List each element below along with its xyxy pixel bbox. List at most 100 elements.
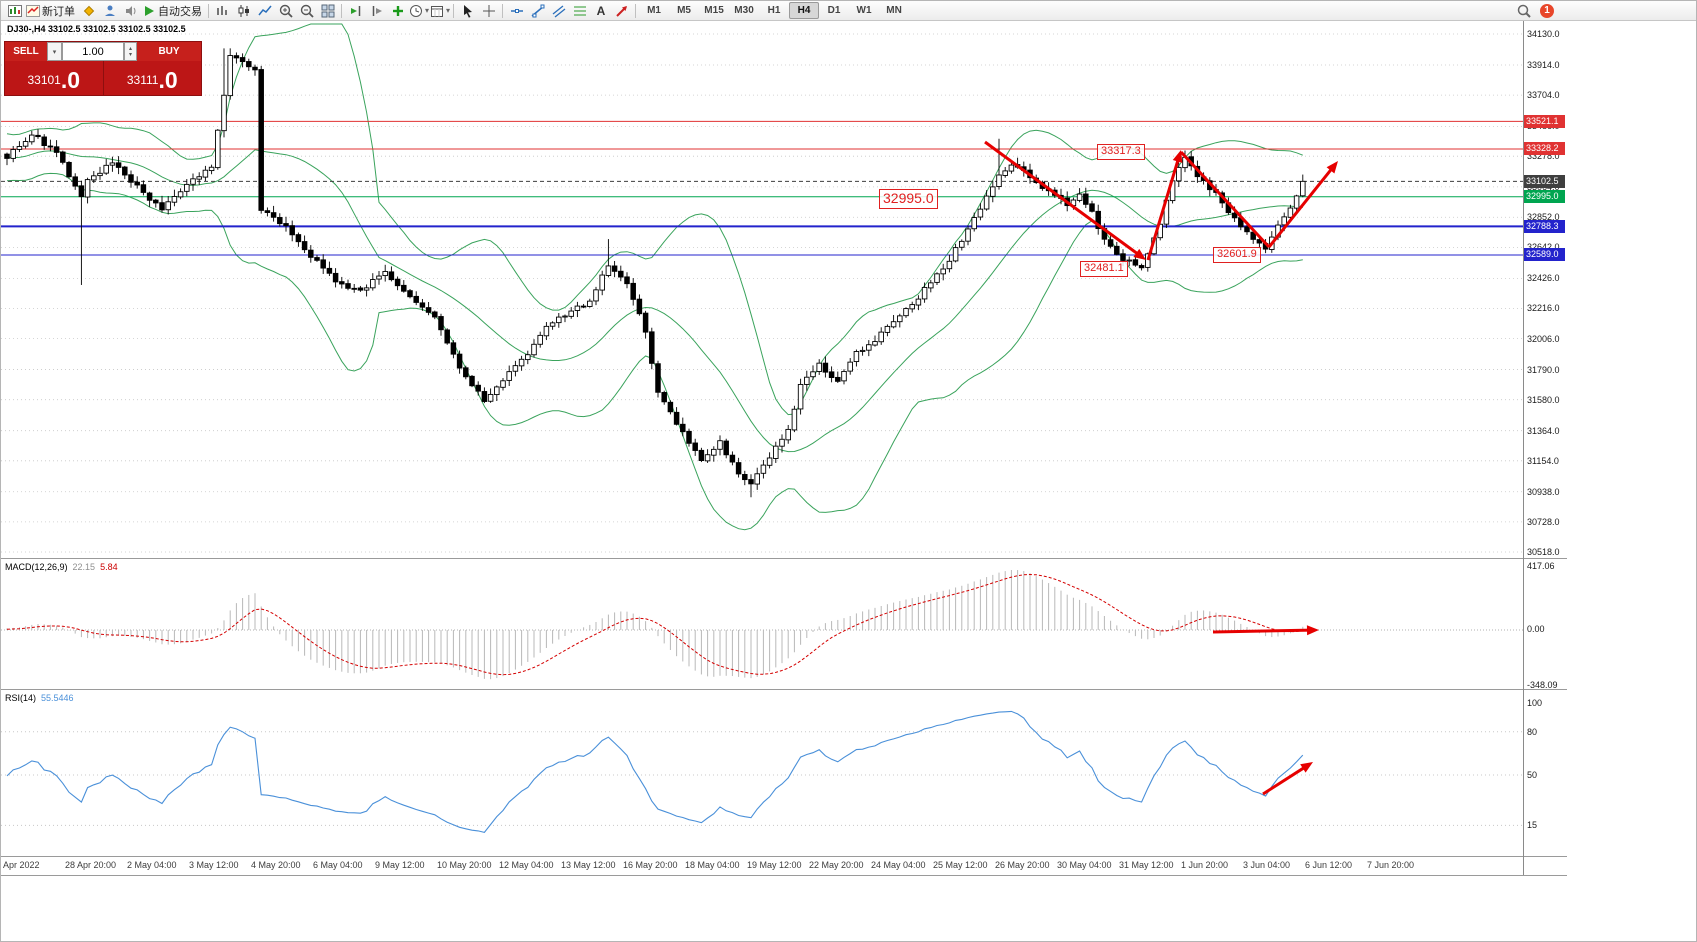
arrows-tool[interactable]: [611, 2, 632, 20]
timeframe-D1[interactable]: D1: [827, 5, 841, 16]
time-axis-label: 3 May 12:00: [189, 860, 239, 870]
sound-glyph: [125, 5, 135, 16]
timeframe-M1[interactable]: M1: [647, 5, 661, 16]
volume-dropdown-icon[interactable]: ▾: [47, 42, 62, 61]
time-axis-label: 25 May 12:00: [933, 860, 988, 870]
time-axis-label: 10 May 20:00: [437, 860, 492, 870]
rsi-axis-label: 100: [1527, 698, 1543, 708]
crosshair-tool-button[interactable]: [478, 2, 499, 20]
hline-glyph: [510, 8, 523, 13]
alerts-icon[interactable]: [120, 2, 141, 20]
channel-glyph: [552, 4, 565, 18]
autotrading-button-label: 自动交易: [158, 5, 202, 18]
timeframe-M30[interactable]: M30: [734, 5, 754, 16]
bb-lower-band: [6, 172, 1303, 531]
time-axis-label: 31 May 12:00: [1119, 860, 1174, 870]
cursor-tool-button[interactable]: [457, 2, 478, 20]
templates-button-caret: ▾: [446, 6, 451, 15]
auto-scroll-glyph: [350, 5, 360, 16]
new-order-button[interactable]: 新订单: [25, 2, 78, 20]
sell-price-main: 33101: [27, 73, 61, 87]
panel-separators: [1, 21, 1567, 876]
person-glyph: [104, 5, 115, 16]
fibonacci-tool[interactable]: [569, 2, 590, 20]
crosshair-glyph: [482, 4, 495, 17]
buy-button[interactable]: BUY: [137, 42, 201, 61]
timeframe-MN[interactable]: MN: [886, 5, 902, 16]
timeframe-M15[interactable]: M15: [704, 5, 724, 16]
clock-glyph: [410, 4, 422, 17]
zoom-out-button[interactable]: [296, 2, 317, 20]
chart-shift-button[interactable]: [366, 2, 387, 20]
rsi-name: RSI(14): [5, 693, 37, 703]
rsi-panel: [1, 710, 1523, 834]
add-indicator-button[interactable]: [387, 2, 408, 20]
bar-chart-button[interactable]: [212, 2, 233, 20]
price-grid: [1, 33, 1523, 553]
buy-price[interactable]: 33111.0: [103, 61, 201, 95]
horizontal-line-tool[interactable]: [506, 2, 527, 20]
tile-windows-button[interactable]: [317, 2, 338, 20]
diamond-glyph: [83, 5, 94, 16]
macd-value: 22.15: [72, 562, 96, 572]
price-axis-label: 32426.0: [1527, 273, 1560, 283]
price-axis-label: 33914.0: [1527, 60, 1560, 70]
account-icon[interactable]: [99, 2, 120, 20]
zoom-in-button[interactable]: [275, 2, 296, 20]
search-icon[interactable]: [1513, 2, 1534, 20]
line-chart-button[interactable]: [254, 2, 275, 20]
toolbar-left-group: 新订单 自动交易 ▾ ▾ A M1 M5 M15 M30 H1 H4 D1 W1 MN: [4, 2, 909, 20]
trendline-tool[interactable]: [527, 2, 548, 20]
horizontal-price-lines[interactable]: [1, 120, 1523, 256]
timeframe-H1[interactable]: H1: [767, 5, 781, 16]
macd-name: MACD(12,26,9): [5, 562, 68, 572]
new-order-button-label: 新订单: [42, 5, 75, 18]
price-marker-33102.5: 33102.5: [1524, 175, 1565, 188]
buy-price-pips: .0: [158, 67, 178, 93]
price-axis-label: 30518.0: [1527, 547, 1560, 557]
toolbar-separator: [502, 3, 504, 18]
periods-button[interactable]: ▾: [408, 2, 429, 20]
price-axis-label: 30728.0: [1527, 517, 1560, 527]
macd-axis-label: 0.00: [1527, 624, 1545, 634]
fibo-glyph: [573, 6, 586, 15]
price-axis-label: 33064.0: [1527, 182, 1560, 192]
timeframe-H4[interactable]: H4: [789, 2, 820, 19]
channel-tool[interactable]: [548, 2, 569, 20]
cursor-glyph: [463, 4, 472, 18]
auto-scroll-button[interactable]: [345, 2, 366, 20]
time-axis-label: 16 May 20:00: [623, 860, 678, 870]
autotrading-button[interactable]: 自动交易: [141, 2, 205, 20]
text-tool[interactable]: A: [590, 2, 611, 20]
time-axis-label: 24 May 04:00: [871, 860, 926, 870]
time-axis-label: 19 May 12:00: [747, 860, 802, 870]
tile-glyph: [321, 4, 334, 17]
spin-down-icon[interactable]: ▾: [128, 51, 132, 58]
price-marker-33328.2: 33328.2: [1524, 142, 1565, 155]
market-watch-icon[interactable]: [78, 2, 99, 20]
time-axis-label: 18 May 04:00: [685, 860, 740, 870]
macd-axis-label: 417.06: [1527, 561, 1555, 571]
sell-button[interactable]: SELL: [5, 42, 47, 61]
price-marker-32788.3: 32788.3: [1524, 220, 1565, 233]
timeframe-W1[interactable]: W1: [856, 5, 872, 16]
candle-chart-button[interactable]: [233, 2, 254, 20]
volume-input[interactable]: 1.00: [62, 42, 124, 61]
timeframe-M5[interactable]: M5: [677, 5, 691, 16]
price-annotation-32601.9: 32601.9: [1213, 247, 1261, 263]
toolbar-right-group: 1: [1513, 2, 1554, 20]
notification-badge[interactable]: 1: [1540, 4, 1554, 18]
time-axis-label: Apr 2022: [3, 860, 40, 870]
volume-spinner[interactable]: ▴ ▾: [124, 42, 137, 61]
chart-window-icon[interactable]: [4, 2, 25, 20]
buy-price-main: 33111: [126, 73, 159, 87]
time-axis-label: 3 Jun 04:00: [1243, 860, 1291, 870]
templates-button[interactable]: ▾: [429, 2, 450, 20]
price-axis-label: 32216.0: [1527, 303, 1560, 313]
time-axis-label: 26 May 20:00: [995, 860, 1050, 870]
time-axis-label: 9 May 12:00: [375, 860, 425, 870]
price-annotation-33317.3: 33317.3: [1097, 144, 1145, 160]
sell-price[interactable]: 33101.0: [5, 61, 103, 95]
